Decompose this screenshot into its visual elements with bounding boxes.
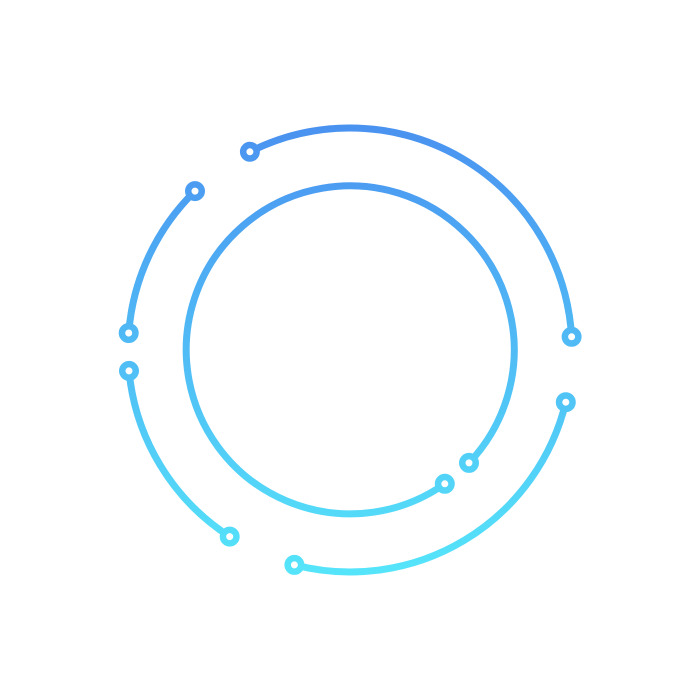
endpoint-ring [239, 141, 260, 162]
endpoint-ring [119, 360, 139, 381]
endpoint-ring [434, 473, 455, 494]
endpoint-ring [118, 323, 139, 343]
endpoint-ring [561, 326, 582, 347]
inner-circle-arc [182, 182, 518, 518]
endpoint-ring [555, 392, 576, 413]
endpoint-ring [284, 554, 305, 575]
outer-top-arc [246, 124, 576, 341]
endpoint-ring [459, 452, 479, 473]
outer-lower-left-arc [125, 367, 234, 541]
outer-upper-left-arc [125, 187, 199, 337]
endpoint-ring [219, 526, 240, 547]
outer-bottom-arc [290, 398, 570, 576]
endpoint-ring [185, 181, 205, 202]
